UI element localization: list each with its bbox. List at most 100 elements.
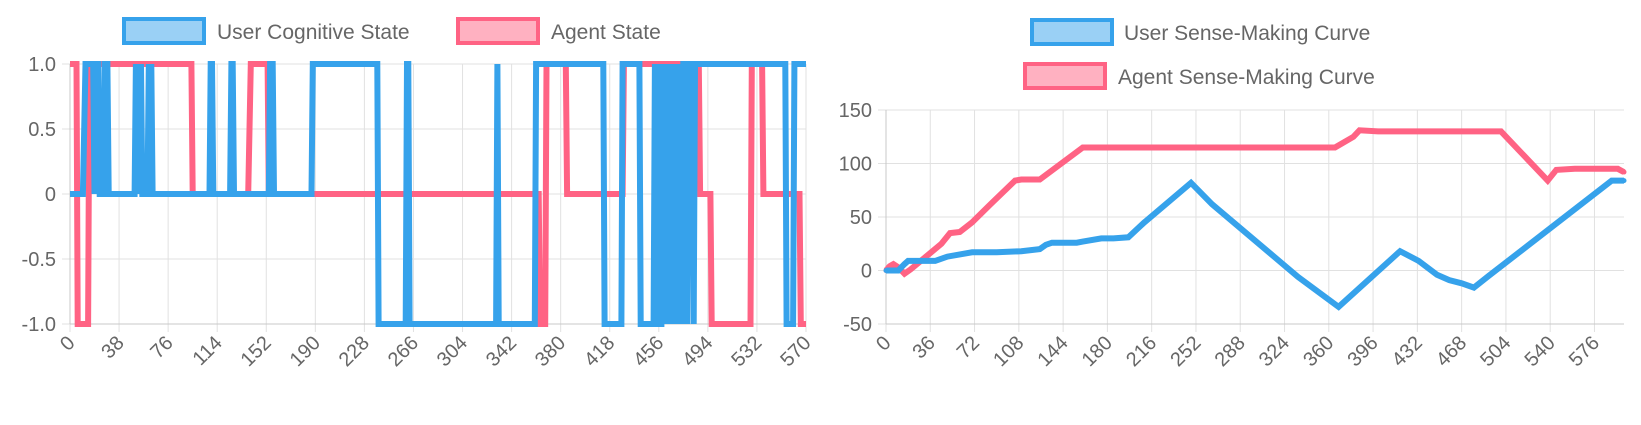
data-point [1446, 277, 1452, 283]
data-point [1621, 178, 1627, 184]
series-lines [883, 127, 1627, 311]
data-point [1471, 285, 1477, 291]
data-point [905, 258, 911, 264]
x-tick-label: 266 [384, 332, 423, 371]
x-tick-label: 228 [335, 332, 374, 371]
x-tick-label: 114 [189, 332, 227, 370]
data-point [1141, 219, 1147, 225]
series-line-user-cognitive-state [70, 61, 806, 327]
data-point [1357, 127, 1363, 133]
x-tick-label: 380 [531, 332, 570, 371]
x-tick-label: 108 [989, 332, 1028, 371]
x-tick-label: 180 [1078, 332, 1117, 371]
legend-swatch-agent-sense-making-curve [1023, 62, 1107, 90]
data-point [1037, 246, 1043, 252]
legend-item-user-cognitive-state[interactable]: User Cognitive State [122, 17, 410, 45]
data-point [1486, 273, 1492, 279]
data-point [1125, 234, 1131, 240]
legend-swatch-user-cognitive-state [122, 17, 206, 45]
data-point [932, 258, 938, 264]
y-tick-label: -1.0 [22, 314, 56, 336]
data-point [1545, 178, 1551, 184]
x-tick-label: 152 [237, 332, 276, 371]
data-point [890, 261, 896, 267]
legend: User Cognitive State Agent State [122, 17, 661, 45]
x-tick-label: 38 [97, 332, 128, 363]
data-point [957, 251, 963, 257]
x-tick-label: 570 [776, 332, 815, 371]
data-point [1498, 128, 1504, 134]
x-tick-label: 0 [56, 332, 79, 355]
data-point [1416, 258, 1422, 264]
data-point [994, 249, 1000, 255]
data-point [887, 263, 893, 269]
y-axis-ticks: 150 100 50 0 -50 [839, 100, 872, 336]
x-tick-label: 144 [1033, 332, 1072, 371]
data-point [969, 219, 975, 225]
data-point [1111, 235, 1117, 241]
x-tick-label: 72 [953, 332, 984, 363]
legend: User Sense-Making Curve Agent Sense-Maki… [1023, 18, 1375, 90]
data-point [914, 258, 920, 264]
data-point [938, 241, 944, 247]
data-point [1434, 272, 1440, 278]
x-tick-label: 532 [727, 332, 766, 371]
y-tick-label: -0.5 [22, 249, 56, 271]
data-point [1277, 144, 1283, 150]
data-point [1188, 180, 1194, 186]
x-tick-label: 324 [1255, 332, 1294, 371]
chart-sense-making: User Sense-Making Curve Agent Sense-Maki… [839, 18, 1627, 371]
x-tick-label: 456 [629, 332, 668, 371]
x-tick-label: 494 [678, 332, 717, 371]
data-point [1621, 169, 1627, 175]
series-lines [70, 61, 806, 327]
legend-item-agent-state[interactable]: Agent State [456, 17, 661, 45]
data-point [969, 249, 975, 255]
x-tick-label: 0 [872, 332, 895, 355]
x-tick-label: 468 [1432, 332, 1471, 371]
x-tick-label: 190 [286, 332, 325, 371]
data-point [1080, 239, 1086, 245]
x-tick-label: 360 [1299, 332, 1338, 371]
data-point [1375, 128, 1381, 134]
data-point [1074, 240, 1080, 246]
data-point [1609, 178, 1615, 184]
x-tick-label: 342 [482, 332, 521, 371]
y-tick-label: 1.0 [28, 54, 56, 76]
data-point [1012, 178, 1018, 184]
x-axis-ticks: 0 38 76 114 152 190 228 266 304 342 380 418 456 494 53… [56, 332, 815, 371]
y-tick-label: 0 [861, 261, 872, 283]
data-point [908, 266, 914, 272]
x-tick-label: 432 [1388, 332, 1427, 371]
x-tick-label: 252 [1166, 332, 1205, 371]
y-tick-label: -50 [843, 314, 872, 336]
data-point [947, 230, 953, 236]
x-tick-label: 418 [580, 332, 619, 371]
legend-item-user-sense-making-curve[interactable]: User Sense-Making Curve [1030, 18, 1370, 46]
legend-label-agent-state: Agent State [551, 21, 661, 44]
y-tick-label: 0 [45, 184, 56, 206]
data-point [1615, 166, 1621, 172]
legend-item-agent-sense-making-curve[interactable]: Agent Sense-Making Curve [1023, 62, 1375, 90]
data-point [1295, 274, 1301, 280]
data-point [1049, 240, 1055, 246]
data-point [1037, 177, 1043, 183]
data-point [1350, 134, 1356, 140]
data-point [988, 201, 994, 207]
data-point [1080, 144, 1086, 150]
legend-label-agent-sense-making-curve: Agent Sense-Making Curve [1118, 66, 1375, 89]
y-tick-label: 150 [839, 100, 872, 122]
data-point [1459, 280, 1465, 286]
legend-swatch-user-sense-making-curve [1030, 18, 1114, 46]
legend-swatch-agent-state [456, 17, 540, 45]
data-point [957, 229, 963, 235]
x-tick-label: 504 [1476, 332, 1515, 371]
x-axis-ticks: 0 36 72 108 144 180 216 252 288 324 360 396 432 468 50… [872, 332, 1604, 371]
data-point [1553, 167, 1559, 173]
x-tick-label: 396 [1343, 332, 1382, 371]
x-tick-label: 36 [909, 332, 940, 363]
data-point [1098, 235, 1104, 241]
data-point [1043, 242, 1049, 248]
y-tick-label: 0.5 [28, 119, 56, 141]
data-point [1018, 248, 1024, 254]
